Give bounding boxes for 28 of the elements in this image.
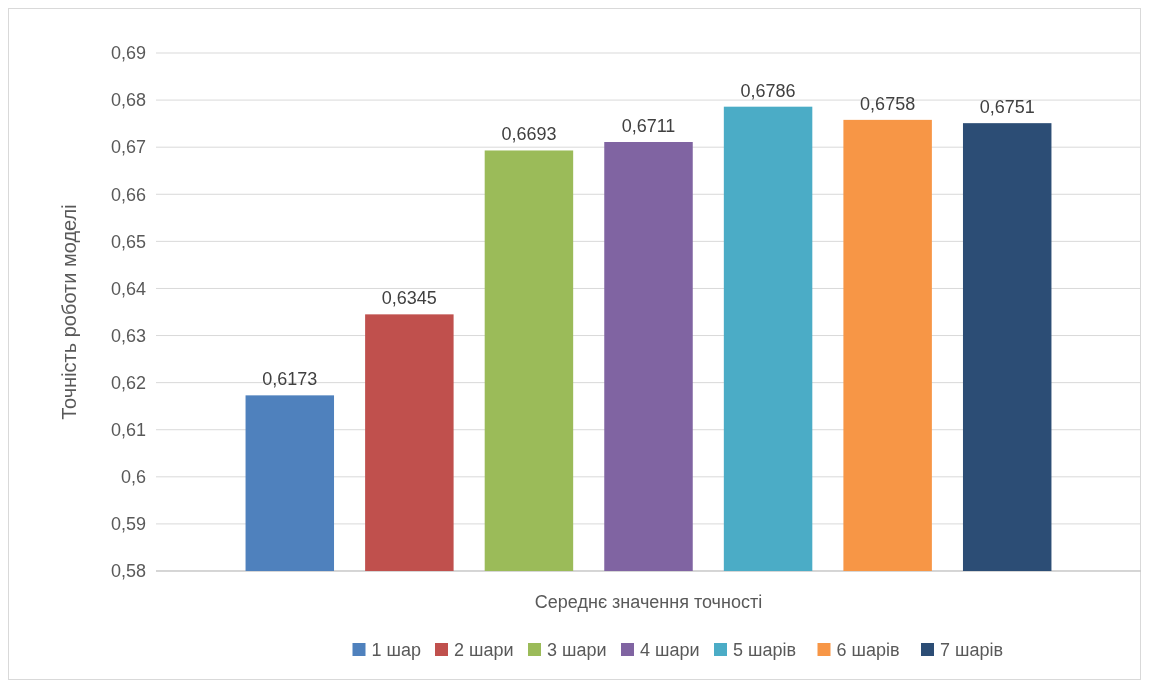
legend-label: 2 шари xyxy=(454,640,514,660)
legend-label: 7 шарів xyxy=(940,640,1004,660)
y-tick-label: 0,69 xyxy=(110,43,146,64)
data-label: 0,6751 xyxy=(979,97,1035,118)
legend-label: 6 шарів xyxy=(836,640,900,660)
y-tick-label: 0,67 xyxy=(110,137,146,158)
data-label: 0,6786 xyxy=(740,80,796,101)
y-tick-label: 0,61 xyxy=(110,420,146,441)
y-tick-label: 0,62 xyxy=(110,372,146,393)
y-tick-label: 0,66 xyxy=(110,184,146,205)
y-axis-title: Точність роботи моделі xyxy=(58,204,80,420)
data-label: 0,6173 xyxy=(262,369,318,390)
data-label: 0,6345 xyxy=(381,288,437,309)
data-label: 0,6693 xyxy=(501,124,557,145)
data-label: 0,6711 xyxy=(621,116,676,136)
legend-label: 5 шарів xyxy=(733,640,797,660)
legend-label: 1 шар xyxy=(371,640,421,660)
x-tick-label: Середнє значення точності xyxy=(534,592,763,612)
legend-label: 3 шари xyxy=(547,640,607,660)
y-tick-label: 0,63 xyxy=(110,325,146,346)
legend-label: 4 шари xyxy=(640,640,700,660)
data-label: 0,6758 xyxy=(860,93,916,114)
y-tick-label: 0,64 xyxy=(110,278,146,299)
y-tick-label: 0,58 xyxy=(110,561,146,582)
y-tick-label: 0,68 xyxy=(110,90,146,111)
y-tick-label: 0,6 xyxy=(120,467,146,488)
y-tick-label: 0,65 xyxy=(110,231,146,252)
y-tick-label: 0,59 xyxy=(110,514,146,535)
